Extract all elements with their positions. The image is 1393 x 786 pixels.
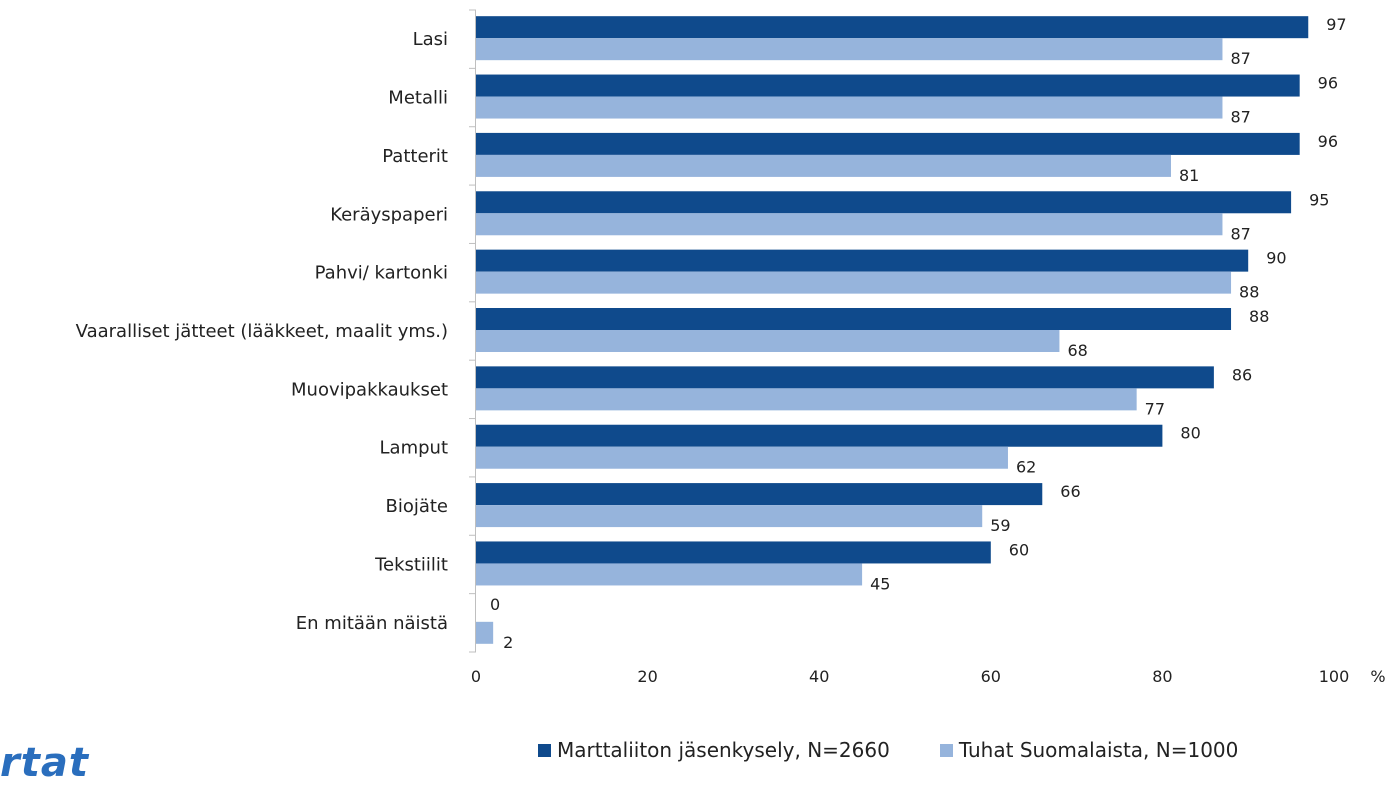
data-label-series-1: 80: [1180, 424, 1200, 443]
category-label: Lamput: [380, 438, 448, 459]
bar-series-1: [476, 249, 1249, 272]
bar-series-1: [476, 191, 1292, 214]
bar-series-2: [476, 563, 863, 586]
legend-swatch-series-1: [538, 743, 551, 757]
data-label-series-2: 87: [1230, 224, 1250, 243]
category-label: Keräyspaperi: [330, 204, 448, 225]
bar-series-1: [476, 16, 1309, 39]
data-label-series-1: 96: [1318, 132, 1338, 151]
x-axis-unit: %: [1370, 667, 1385, 686]
x-tick-label: 20: [637, 667, 657, 686]
data-label-series-2: 68: [1067, 341, 1087, 360]
category-label: Pahvi/ kartonki: [315, 263, 448, 284]
bar-series-2: [476, 446, 1008, 469]
legend-label-series-2: Tuhat Suomalaista, N=1000: [958, 738, 1239, 762]
bar-series-2: [476, 388, 1137, 411]
bar-series-1: [476, 541, 991, 564]
category-label: Metalli: [388, 88, 448, 109]
logo-fragment: rtat: [0, 740, 89, 786]
bar-chart: Lasi 97 87 Metalli 96 87 Patterit 96 81 Keräyspap…: [76, 9, 1386, 686]
data-label-series-1: 86: [1232, 365, 1252, 384]
data-label-series-1: 66: [1060, 482, 1080, 501]
bar-series-2: [476, 213, 1223, 236]
bar-series-1: [476, 308, 1232, 330]
data-label-series-1: 60: [1009, 540, 1029, 559]
bar-series-1: [476, 483, 1043, 506]
x-tick-label: 40: [809, 667, 829, 686]
bar-series-2: [476, 154, 1171, 177]
category-label: Biojäte: [385, 496, 448, 517]
data-label-series-2: 77: [1145, 399, 1165, 418]
x-tick-label: 80: [1152, 667, 1172, 686]
bar-series-2: [476, 38, 1223, 61]
bar-series-1: [476, 132, 1300, 155]
x-tick-label: 0: [471, 667, 481, 686]
data-label-series-1: 90: [1266, 249, 1286, 268]
data-label-series-2: 87: [1230, 49, 1250, 68]
data-label-series-2: 87: [1230, 108, 1250, 127]
category-label: Vaaralliset jätteet (lääkkeet, maalit ym…: [76, 321, 448, 342]
data-label-series-2: 2: [503, 633, 513, 652]
data-label-series-2: 45: [870, 574, 890, 593]
data-label-series-2: 88: [1239, 283, 1259, 302]
data-label-series-2: 62: [1016, 458, 1036, 477]
data-label-series-1: 88: [1249, 307, 1269, 326]
category-label: En mitään näistä: [296, 613, 448, 634]
bar-series-2: [476, 271, 1232, 294]
legend-item-series-1: Marttaliiton jäsenkysely, N=2660: [538, 738, 890, 762]
data-label-series-1: 97: [1326, 15, 1346, 34]
x-tick-label: 60: [981, 667, 1001, 686]
bars-group: [469, 9, 1309, 653]
data-label-series-1: 0: [490, 595, 500, 614]
bar-series-2: [476, 505, 983, 528]
bar-series-2: [476, 96, 1223, 119]
data-label-series-1: 96: [1318, 74, 1338, 93]
legend-swatch-series-2: [939, 743, 953, 757]
x-tick-label: 100: [1319, 667, 1350, 686]
legend-label-series-1: Marttaliiton jäsenkysely, N=2660: [557, 738, 890, 762]
bar-series-1: [476, 74, 1300, 97]
bar-series-2: [476, 330, 1060, 352]
bar-series-1: [476, 424, 1163, 447]
data-label-series-1: 95: [1309, 190, 1329, 209]
data-label-series-2: 81: [1179, 166, 1199, 185]
category-label: Muovipakkaukset: [291, 379, 448, 400]
legend: Marttaliiton jäsenkysely, N=2660 Tuhat S…: [538, 738, 1288, 762]
bar-series-1: [476, 366, 1214, 389]
labels-group: Lasi 97 87 Metalli 96 87 Patterit 96 81 Keräyspap…: [76, 15, 1386, 686]
data-label-series-2: 59: [990, 516, 1010, 535]
category-label: Tekstiilit: [374, 554, 448, 575]
category-label: Patterit: [382, 146, 448, 167]
legend-item-series-2: Tuhat Suomalaista, N=1000: [939, 738, 1239, 762]
bar-series-2: [476, 621, 494, 644]
category-label: Lasi: [413, 29, 448, 50]
